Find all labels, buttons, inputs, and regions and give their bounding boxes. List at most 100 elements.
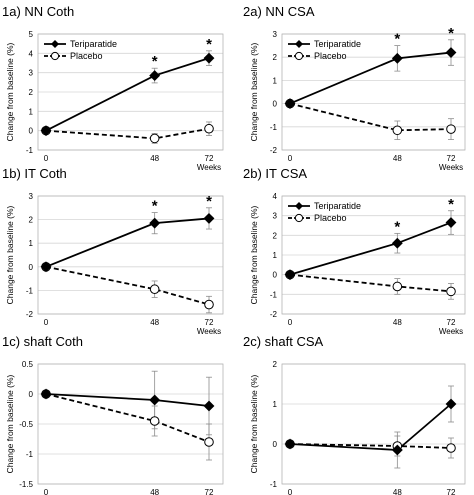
y-tick-label: 2 (29, 88, 34, 97)
y-tick-label: -1 (270, 480, 278, 489)
data-point-teriparatide (445, 217, 457, 228)
y-tick-label: 0 (29, 263, 34, 272)
significance-asterisk: * (448, 25, 454, 42)
legend-swatch-diamond (295, 40, 303, 48)
significance-asterisk: * (394, 218, 400, 235)
y-axis-label: Change from baseline (%) (249, 42, 259, 141)
plot-frame (37, 363, 224, 485)
x-tick-label: 72 (447, 318, 456, 327)
significance-asterisk: * (394, 31, 400, 48)
chart-title: 2c) shaft CSA (243, 334, 324, 349)
y-tick-label: 1 (273, 400, 278, 409)
y-axis-label: Change from baseline (%) (249, 205, 259, 304)
series-line (289, 221, 452, 276)
legend-label: Placebo (314, 51, 347, 61)
x-tick-label: 48 (393, 318, 402, 327)
x-tick-label: 72 (205, 154, 214, 163)
series-line (289, 403, 452, 451)
legend-label: Teriparatide (314, 201, 361, 211)
y-tick-label: 4 (273, 192, 278, 201)
x-tick-label: 0 (44, 154, 49, 163)
data-point-teriparatide (149, 217, 161, 229)
significance-asterisk: * (206, 193, 212, 210)
y-tick-label: -1.5 (19, 480, 33, 489)
data-point-teriparatide (149, 394, 161, 406)
y-tick-label: 3 (29, 69, 34, 78)
series-line (289, 273, 452, 293)
series-line (45, 265, 210, 306)
x-tick-label: 0 (288, 154, 293, 163)
y-tick-label: -2 (270, 310, 278, 319)
x-axis-label: Weeks (197, 327, 221, 336)
chart-title: 1a) NN Coth (2, 4, 74, 19)
x-tick-label: 48 (150, 318, 159, 327)
y-tick-label: 2 (273, 53, 278, 62)
data-point-placebo (149, 133, 160, 144)
x-tick-label: 48 (393, 154, 402, 163)
plot-frame (37, 33, 224, 151)
data-point-teriparatide (445, 47, 457, 58)
data-point-teriparatide (40, 261, 52, 273)
data-point-placebo (446, 443, 456, 453)
y-tick-label: 5 (29, 30, 34, 39)
y-tick-label: 0 (29, 127, 34, 136)
y-tick-label: 3 (273, 30, 278, 39)
data-point-teriparatide (203, 212, 215, 224)
legend-label: Placebo (70, 51, 103, 61)
data-point-placebo (149, 416, 160, 426)
plot-frame (281, 195, 466, 315)
series-line (45, 217, 210, 268)
y-axis-label: Change from baseline (%) (5, 42, 15, 141)
data-point-teriparatide (40, 388, 52, 400)
x-tick-label: 0 (44, 318, 49, 327)
data-point-teriparatide (391, 52, 403, 64)
data-point-teriparatide (284, 438, 296, 450)
y-axis-label: Change from baseline (%) (5, 374, 15, 473)
legend-label: Teriparatide (70, 39, 117, 49)
chart-title: 2b) IT CSA (243, 166, 307, 181)
x-axis-label: Weeks (439, 163, 463, 172)
x-axis-label: Weeks (197, 163, 221, 172)
legend-swatch-circle (50, 51, 60, 61)
data-point-teriparatide (149, 70, 161, 81)
y-tick-label: 1 (273, 76, 278, 85)
chart-panel: 2a) NN CSA -2 -1 0 1 2 3 Change from baseline (… (243, 4, 466, 172)
data-point-teriparatide (391, 444, 403, 456)
y-tick-label: 3 (273, 212, 278, 221)
x-tick-label: 48 (150, 488, 159, 495)
data-point-placebo (392, 125, 403, 136)
y-tick-label: -1 (26, 146, 34, 155)
x-tick-label: 0 (288, 488, 293, 495)
y-tick-label: 2 (29, 216, 34, 225)
y-tick-label: -1 (26, 450, 34, 459)
significance-asterisk: * (448, 196, 454, 213)
data-point-placebo (392, 281, 403, 292)
data-point-placebo (204, 437, 214, 447)
y-tick-label: 1 (29, 107, 34, 116)
chart-panel: 1b) IT Coth -2 -1 0 1 2 3 Change from baseline … (2, 166, 224, 336)
chart-panel: 1c) shaft Coth -1.5 -1 -0.5 0 0.5 Change from … (2, 334, 224, 495)
data-point-teriparatide (40, 125, 52, 137)
legend: Teriparatide Placebo (288, 39, 361, 61)
y-tick-label: 0 (273, 440, 278, 449)
x-axis-label: Weeks (439, 327, 463, 336)
x-tick-label: 0 (44, 488, 49, 495)
data-point-teriparatide (203, 52, 215, 64)
x-tick-label: 72 (447, 488, 456, 495)
legend: Teriparatide Placebo (44, 39, 117, 61)
data-point-placebo (204, 299, 214, 310)
y-tick-label: 1 (273, 251, 278, 260)
chart-title: 2a) NN CSA (243, 4, 315, 19)
significance-asterisk: * (152, 198, 158, 215)
legend-label: Placebo (314, 213, 347, 223)
y-tick-label: 3 (29, 192, 34, 201)
y-axis-label: Change from baseline (%) (249, 374, 259, 473)
data-point-placebo (204, 123, 214, 134)
data-point-teriparatide (284, 98, 296, 110)
data-point-teriparatide (391, 237, 403, 249)
chart-panel: 2c) shaft CSA -1 0 1 2 Change from baseline (… (243, 334, 466, 495)
x-tick-label: 72 (447, 154, 456, 163)
legend-swatch-circle (294, 51, 304, 61)
plot-frame (37, 195, 224, 315)
x-tick-label: 72 (205, 318, 214, 327)
